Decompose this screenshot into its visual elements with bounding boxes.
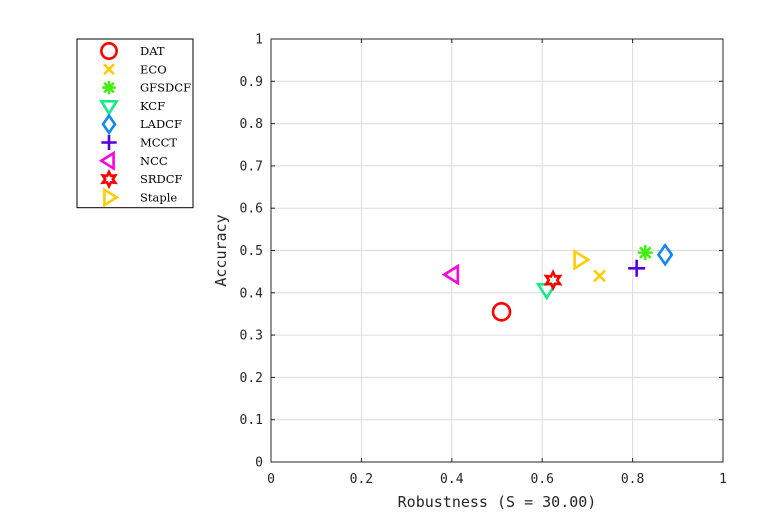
y-tick-label: 0 <box>255 456 263 471</box>
legend-label: DAT <box>140 44 165 58</box>
point-srdcf <box>543 269 563 292</box>
y-axis-label: Accuracy <box>212 214 230 286</box>
y-tick-label: 0.3 <box>240 329 263 344</box>
x-axis-label: Robustness (S = 30.00) <box>398 493 597 511</box>
legend-marker-eco <box>103 63 115 76</box>
x-tick-label: 0.8 <box>621 472 644 487</box>
legend-label: NCC <box>140 154 168 168</box>
legend-marker-srdcf <box>100 168 118 190</box>
point-ladcf <box>656 242 674 267</box>
point-staple <box>573 248 591 271</box>
y-tick-label: 0.2 <box>240 371 263 386</box>
legend-marker-staple <box>103 187 120 208</box>
y-tick-label: 0.5 <box>240 244 263 259</box>
x-tick-label: 1 <box>719 472 727 487</box>
legend-marker-dat <box>100 42 118 60</box>
legend-label: Staple <box>140 190 177 204</box>
x-axis-ticks: 0 0.2 0.4 0.6 0.8 1 <box>267 39 727 487</box>
legend-marker-mcct <box>101 134 117 151</box>
legend-label: MCCT <box>140 136 177 150</box>
data-points <box>441 242 674 322</box>
legend-marker-kcf <box>99 100 119 117</box>
legend-label: GFSDCF <box>140 81 191 95</box>
legend-label: LADCF <box>140 117 182 131</box>
legend-label: KCF <box>140 99 165 113</box>
x-tick-label: 0 <box>267 472 275 487</box>
x-tick-label: 0.2 <box>350 472 373 487</box>
point-eco <box>593 269 607 283</box>
y-tick-label: 0.9 <box>240 75 263 90</box>
legend-box <box>76 38 194 209</box>
point-gfsdcf <box>637 245 653 261</box>
legend-marker-ladcf <box>101 113 117 136</box>
y-tick-label: 0.8 <box>240 117 263 132</box>
y-tick-label: 0.6 <box>240 202 263 217</box>
x-tick-label: 0.6 <box>530 472 553 487</box>
point-dat <box>491 302 512 322</box>
legend-marker-gfsdcf <box>102 80 116 95</box>
point-ncc <box>441 263 460 286</box>
y-tick-label: 1 <box>255 33 263 48</box>
y-axis-ticks: 0 0.1 0.2 0.3 0.4 0.5 0.6 0.7 0.8 0.9 1 <box>240 33 723 471</box>
legend-marker-ncc <box>98 150 115 171</box>
legend-label: SRDCF <box>140 172 183 186</box>
grid <box>270 38 724 463</box>
legend-label: ECO <box>140 62 167 76</box>
y-tick-label: 0.1 <box>240 413 263 428</box>
legend: DAT ECO GFSDCF KCF LADCF MCCT NCC SRDCF Staple <box>76 38 194 209</box>
y-tick-label: 0.4 <box>240 286 264 301</box>
y-tick-label: 0.7 <box>240 159 263 174</box>
x-tick-label: 0.4 <box>440 472 464 487</box>
point-mcct <box>628 259 646 277</box>
